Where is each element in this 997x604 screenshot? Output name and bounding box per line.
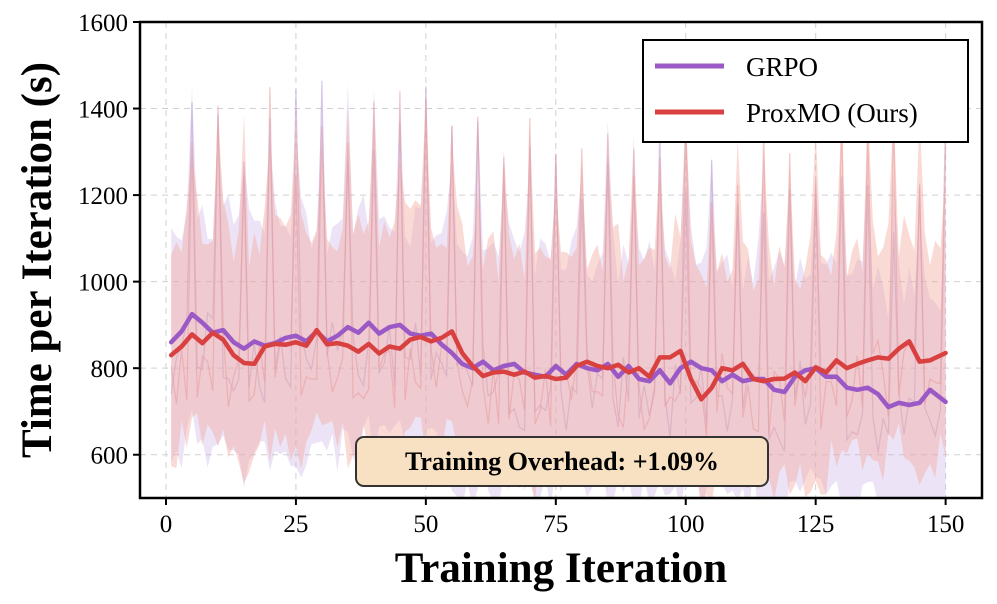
legend-box: [642, 39, 969, 143]
y-tick-label: 600: [91, 443, 129, 470]
x-tick-label: 125: [797, 511, 835, 538]
annotation-text: Training Overhead: +1.09%: [405, 447, 719, 476]
x-tick-label: 50: [413, 511, 438, 538]
y-axis-title: Time per Iteration (s): [14, 62, 61, 458]
x-axis-title: Training Iteration: [395, 545, 728, 592]
x-tick-label: 150: [927, 511, 965, 538]
series-line-proxmo: [168, 327, 948, 402]
legend-label-grpo: GRPO: [746, 52, 818, 82]
annotation-box: [355, 436, 769, 487]
band-proxmo: [171, 98, 946, 498]
x-tick-label: 0: [160, 511, 173, 538]
overhead-annotation: Training Overhead: +1.09%: [355, 436, 769, 487]
plot-frame: [138, 20, 984, 500]
y-tick-label: 800: [91, 356, 129, 383]
x-tick-label: 75: [543, 511, 568, 538]
variance-bands: [170, 80, 947, 498]
y-tick-label: 1000: [78, 270, 128, 297]
y-tick-label: 1400: [78, 97, 128, 124]
raw-run-proxmo: [170, 87, 947, 437]
legend-label-proxmo: ProxMO (Ours): [746, 98, 918, 128]
axis-ticks: 0 25 50 75 100 125 150 600 800 1000 1200 1400 1600: [78, 10, 964, 538]
x-tick-label: 25: [283, 511, 308, 538]
series-lines: [168, 311, 948, 410]
y-tick-label: 1600: [78, 10, 128, 37]
legend: GRPO ProxMO (Ours): [642, 39, 969, 143]
y-tick-label: 1200: [78, 183, 128, 210]
x-tick-label: 100: [667, 511, 705, 538]
